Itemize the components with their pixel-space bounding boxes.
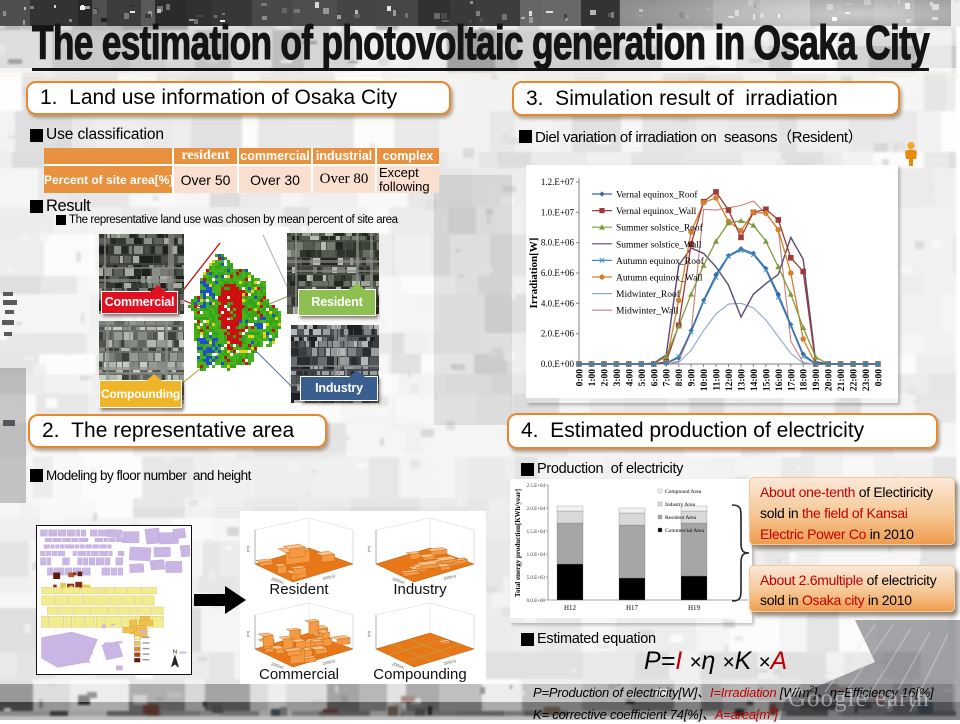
svg-text:13:00: 13:00 [738,369,748,391]
svg-text:20:00: 20:00 [825,369,835,391]
svg-text:N: N [173,650,178,655]
svg-text:Summer solstice_Roof: Summer solstice_Roof [616,223,704,234]
svg-text:200(m): 200(m) [443,658,457,666]
svg-text:2:00: 2:00 [600,369,610,387]
svg-text:200(m): 200(m) [271,576,285,584]
svg-text:23:00: 23:00 [862,369,872,391]
svg-text:3:00: 3:00 [613,369,623,387]
svg-text:8.0.E+06: 8.0.E+06 [541,238,575,248]
svg-text:200(m): 200(m) [322,658,336,666]
svg-text:2.0.E+06: 2.0.E+06 [541,329,575,339]
svg-text:Total energy production[KWh/ye: Total energy production[KWh/year] [514,489,522,597]
svg-text:Midwinter_Wall: Midwinter_Wall [616,307,679,317]
svg-text:9:00: 9:00 [688,369,698,387]
svg-text:H12: H12 [564,604,577,612]
svg-text:H19: H19 [688,604,701,612]
svg-text:5:00: 5:00 [638,369,648,387]
svg-text:16:00: 16:00 [775,369,785,391]
svg-text:14:00: 14:00 [750,369,760,391]
svg-text:6.0.E+06: 6.0.E+06 [541,268,575,278]
svg-text:200(m): 200(m) [392,661,406,669]
svg-text:(m): (m) [366,545,371,552]
svg-text:18:00: 18:00 [800,369,810,391]
svg-text:21:00: 21:00 [837,369,847,391]
svg-text:200(m): 200(m) [392,576,406,584]
svg-text:1.0.E+07: 1.0.E+07 [541,207,575,217]
svg-text:17:00: 17:00 [787,369,797,391]
svg-text:6:00: 6:00 [650,369,660,387]
svg-text:8:00: 8:00 [675,369,685,387]
svg-text:Vernal equinox_Wall: Vernal equinox_Wall [616,207,697,217]
svg-text:200(m): 200(m) [443,573,457,581]
svg-text:Autumn equinox_Wall: Autumn equinox_Wall [616,274,703,284]
svg-text:12:00: 12:00 [725,369,735,391]
svg-text:1:00: 1:00 [588,369,598,387]
svg-text:Summer solstice_Wall: Summer solstice_Wall [616,240,702,250]
svg-text:1.5.E+04: 1.5.E+04 [527,530,546,535]
svg-text:0.0.E+00: 0.0.E+00 [541,359,575,369]
svg-text:Commercial Area: Commercial Area [665,528,705,534]
svg-text:Autumn equinox_Roof: Autumn equinox_Roof [616,256,705,267]
svg-text:7:00: 7:00 [663,369,673,387]
svg-text:0:00: 0:00 [875,369,885,387]
svg-text:(m): (m) [366,630,371,637]
svg-text:1.0.E+04: 1.0.E+04 [527,553,546,558]
svg-text:Industry Area: Industry Area [665,502,696,508]
svg-text:5.0.E+03: 5.0.E+03 [527,576,546,581]
svg-text:Vernal equinox_Roof: Vernal equinox_Roof [616,190,698,201]
svg-text:22:00: 22:00 [850,369,860,391]
svg-text:2.5.E+04: 2.5.E+04 [527,484,546,489]
svg-text:11:00: 11:00 [713,369,723,391]
svg-text:Midwinter_Roof: Midwinter_Roof [616,289,681,300]
svg-text:200(m): 200(m) [271,661,285,669]
svg-text:1.2.E+07: 1.2.E+07 [541,177,575,187]
svg-text:(m): (m) [245,630,250,637]
svg-text:15:00: 15:00 [762,369,772,391]
svg-text:0:00: 0:00 [576,369,586,387]
svg-text:Resident Area: Resident Area [665,515,697,521]
svg-text:(m): (m) [245,545,250,552]
svg-text:4.0.E+06: 4.0.E+06 [541,298,575,308]
svg-text:Irradiation[W]: Irradiation[W] [528,238,540,309]
svg-text:H17: H17 [626,604,639,612]
svg-text:4:00: 4:00 [625,369,635,387]
svg-text:200(m): 200(m) [322,573,336,581]
svg-text:0.0.E+00: 0.0.E+00 [527,599,546,604]
svg-text:Compound Area: Compound Area [665,489,702,495]
svg-text:19:00: 19:00 [812,369,822,391]
svg-text:10:00: 10:00 [700,369,710,391]
svg-text:2.0.E+04: 2.0.E+04 [527,507,546,512]
